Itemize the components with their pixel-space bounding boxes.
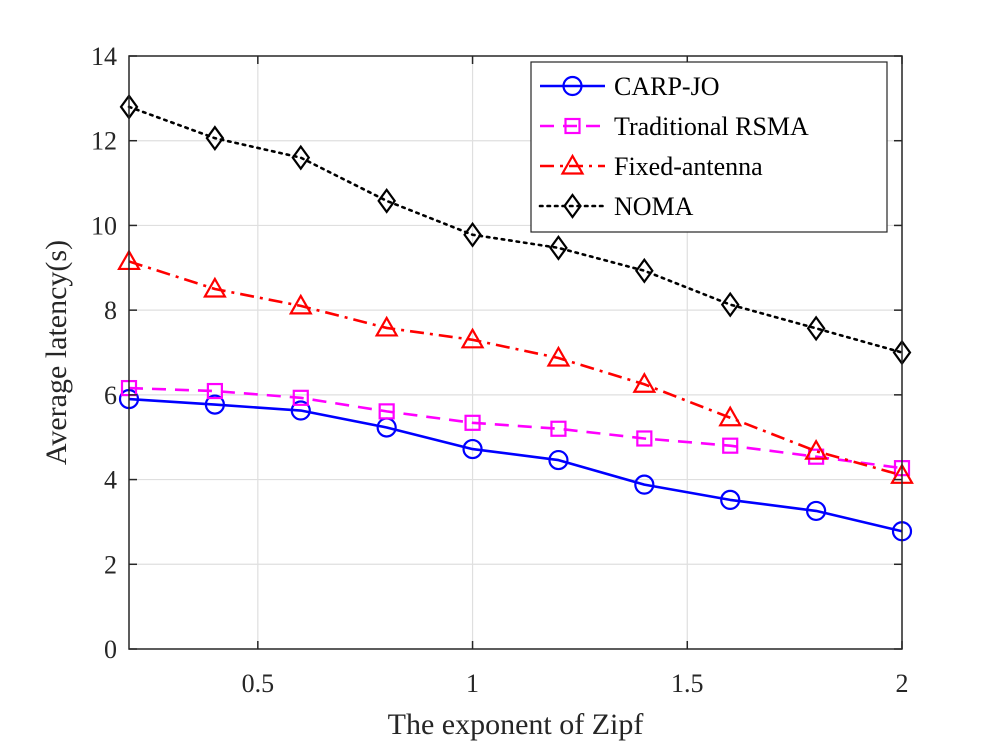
- y-tick-label: 12: [91, 127, 117, 156]
- y-axis-ticks: 0 2 4 6 8 10 12 14: [91, 42, 902, 664]
- data-point: [288, 293, 313, 315]
- y-tick-label: 8: [104, 296, 117, 325]
- data-point: [290, 400, 311, 421]
- legend-label: Traditional RSMA: [614, 112, 809, 141]
- legend-marker: [562, 75, 583, 97]
- data-point: [462, 438, 483, 460]
- legend-entry: Traditional RSMA: [540, 112, 809, 141]
- data-point: [204, 394, 225, 415]
- legend-marker: [563, 193, 582, 219]
- plot-frame: [128, 55, 903, 650]
- x-axis-ticks: 0.5 1 1.5 2: [242, 56, 909, 698]
- legend-label: Fixed-antenna: [614, 152, 763, 181]
- y-tick-label: 2: [104, 550, 117, 579]
- data-point: [546, 345, 571, 367]
- x-tick-label: 0.5: [242, 669, 275, 698]
- data-point: [806, 500, 827, 522]
- data-point: [550, 420, 567, 437]
- y-tick-label: 4: [104, 466, 117, 495]
- series-line: [128, 260, 903, 477]
- x-tick-label: 1: [466, 669, 479, 698]
- x-tick-label: 2: [896, 669, 909, 698]
- legend: CARP-JO Traditional RSMA Fixed-antenna NOMA: [530, 61, 888, 233]
- data-point: [722, 437, 739, 454]
- data-point: [460, 327, 485, 349]
- series-line: [128, 386, 903, 470]
- series-line: [128, 397, 903, 533]
- data-point: [205, 125, 225, 152]
- data-point: [720, 291, 740, 318]
- data-point: [377, 187, 397, 214]
- y-tick-label: 10: [91, 211, 117, 240]
- series-layer: [117, 93, 914, 542]
- data-point: [463, 221, 482, 248]
- data-point: [464, 414, 481, 431]
- legend-label: NOMA: [614, 192, 694, 221]
- data-point: [718, 405, 743, 427]
- data-point: [202, 276, 227, 298]
- series-line: [127, 105, 904, 354]
- data-point: [291, 144, 311, 171]
- data-point: [634, 257, 654, 284]
- data-point: [292, 389, 309, 406]
- data-point: [374, 315, 399, 337]
- data-point: [634, 474, 655, 495]
- data-point: [549, 235, 568, 261]
- legend-entry: Fixed-antenna: [540, 152, 763, 181]
- series-1: [118, 388, 913, 542]
- x-tick-label: 1.5: [671, 669, 704, 698]
- data-point: [806, 315, 826, 342]
- x-axis-label: The exponent of Zipf: [388, 708, 644, 741]
- legend-entry: NOMA: [538, 192, 694, 221]
- data-point: [632, 372, 657, 393]
- data-point: [720, 489, 741, 511]
- y-tick-label: 14: [91, 42, 117, 71]
- legend-marker: [564, 117, 581, 135]
- data-point: [206, 382, 223, 400]
- data-point: [804, 438, 829, 460]
- series-4: [119, 93, 912, 366]
- data-point: [378, 403, 395, 420]
- y-axis-label: Average latency(s): [40, 240, 73, 465]
- data-point: [636, 430, 653, 447]
- data-point: [548, 449, 569, 471]
- legend-box: [530, 61, 888, 233]
- data-point: [808, 448, 825, 465]
- y-tick-label: 6: [104, 381, 117, 410]
- legend-label: CARP-JO: [614, 72, 719, 101]
- legend-marker: [560, 153, 585, 175]
- series-3: [117, 249, 914, 484]
- legend-entry: CARP-JO: [540, 72, 719, 101]
- y-tick-label: 0: [104, 635, 117, 664]
